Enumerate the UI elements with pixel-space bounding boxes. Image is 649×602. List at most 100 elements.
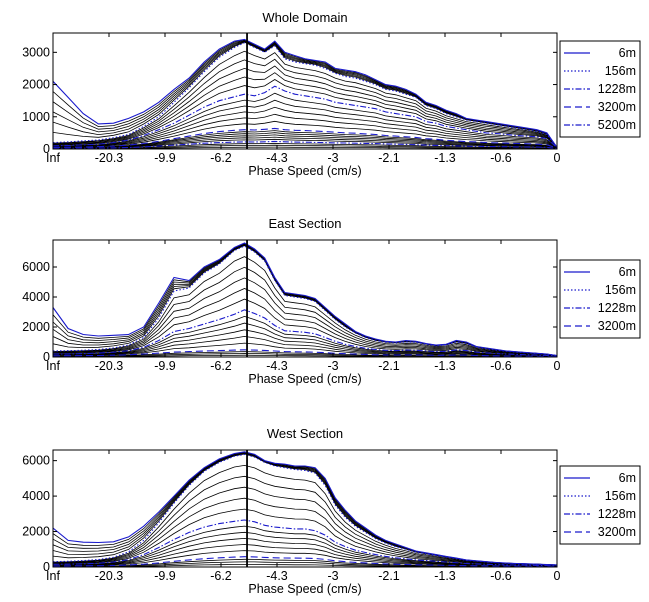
depth-curve [53, 79, 557, 148]
legend-label: 156m [605, 283, 636, 297]
x-tick-label: Inf [46, 359, 60, 373]
x-tick-label: 0 [554, 151, 561, 165]
y-tick-label: 6000 [22, 454, 50, 468]
y-tick-label: 6000 [22, 260, 50, 274]
depth-curve [53, 146, 557, 149]
legend-label: 6m [619, 471, 636, 485]
depth-curve [53, 132, 557, 149]
x-tick-label: -20.3 [95, 151, 124, 165]
y-tick-label: 2000 [22, 78, 50, 92]
x-axis-label: Phase Speed (cm/s) [248, 164, 361, 178]
x-tick-label: -3 [327, 151, 338, 165]
x-tick-label: -6.2 [210, 359, 232, 373]
chart-title: Whole Domain [262, 10, 347, 25]
legend: 6m 156m 1228m 3200m [559, 259, 641, 339]
x-tick-label: -1.3 [434, 151, 456, 165]
y-tick-label: 0 [43, 142, 50, 156]
series-line-156m [53, 245, 557, 357]
series-line-6m [53, 38, 557, 148]
x-tick-label: -20.3 [95, 359, 124, 373]
x-tick-label: -3 [327, 359, 338, 373]
depth-curve [53, 475, 557, 566]
depth-curve [53, 134, 557, 149]
x-tick-label: -3 [327, 569, 338, 583]
series-line-1228m [53, 85, 557, 149]
x-tick-label: -1.3 [434, 359, 456, 373]
depth-curve [53, 298, 557, 357]
legend-label: 156m [605, 489, 636, 503]
x-tick-label: -0.6 [490, 151, 512, 165]
panel-1: Whole Domain 0 1000 2000 3000 Inf -20.3 -9.9 -6.… [22, 10, 641, 178]
x-tick-label: -6.2 [210, 151, 232, 165]
depth-curve [53, 525, 557, 567]
legend-label: 3200m [598, 525, 636, 539]
depth-curve [53, 266, 557, 357]
depth-curve [53, 322, 557, 357]
legend-box [559, 259, 641, 339]
x-tick-label: -6.2 [210, 569, 232, 583]
series-line-6m [53, 242, 557, 357]
depth-curve [53, 58, 557, 148]
depth-curve [53, 142, 557, 149]
y-tick-label: 0 [43, 350, 50, 364]
depth-curve [53, 144, 557, 149]
depth-curve [53, 50, 557, 148]
x-tick-label: 0 [554, 569, 561, 583]
chart-title: West Section [267, 426, 343, 441]
x-tick-label: Inf [46, 569, 60, 583]
depth-curve [53, 486, 557, 566]
x-tick-label: -4.3 [266, 569, 288, 583]
legend-label: 3200m [598, 319, 636, 333]
depth-curve [53, 329, 557, 357]
x-tick-label: -9.9 [154, 569, 176, 583]
axes-box [52, 449, 558, 568]
depth-curve [53, 92, 557, 149]
depth-curve [53, 39, 557, 148]
axes-box [52, 239, 558, 358]
depth-curve [53, 136, 557, 149]
depth-curve [53, 277, 557, 357]
plot-area [53, 240, 557, 357]
legend-label: 6m [619, 46, 636, 60]
depth-curve [53, 130, 557, 149]
depth-curve [53, 72, 557, 148]
plot-area [53, 33, 557, 149]
series-line-5200m [53, 140, 557, 149]
depth-curve [53, 335, 557, 357]
depth-curve [53, 106, 557, 149]
depth-curve [53, 464, 557, 566]
series-line-6m [53, 451, 557, 566]
x-tick-label: -20.3 [95, 569, 124, 583]
x-tick-label: -0.6 [490, 569, 512, 583]
depth-curve [53, 41, 557, 148]
legend-label: 5200m [598, 118, 636, 132]
x-axis-label: Phase Speed (cm/s) [248, 372, 361, 386]
depth-curve [53, 120, 557, 149]
y-tick-label: 4000 [22, 290, 50, 304]
depth-curve [53, 113, 557, 149]
plot-area [53, 450, 557, 567]
x-tick-label: -9.9 [154, 151, 176, 165]
y-tick-label: 2000 [22, 525, 50, 539]
depth-curve [53, 256, 557, 357]
y-tick-label: 2000 [22, 320, 50, 334]
x-tick-label: -2.1 [378, 359, 400, 373]
legend: 6m 156m 1228m 3200m 5200m [559, 40, 641, 138]
y-tick-label: 3000 [22, 45, 50, 59]
depth-curve [53, 288, 557, 357]
legend-label: 1228m [598, 301, 636, 315]
depth-curve [53, 99, 557, 149]
x-tick-label: -9.9 [154, 359, 176, 373]
legend-label: 6m [619, 265, 636, 279]
x-axis-label: Phase Speed (cm/s) [248, 582, 361, 596]
legend-label: 156m [605, 64, 636, 78]
x-tick-label: Inf [46, 151, 60, 165]
panel-2: East Section 0 2000 4000 6000 Inf -20.3 -9.9 -6.… [22, 216, 641, 386]
series-line-1228m [53, 519, 557, 567]
chart-title: East Section [269, 216, 342, 231]
axes-box [52, 32, 558, 150]
x-tick-label: -4.3 [266, 151, 288, 165]
series-line-3200m [53, 127, 557, 149]
legend-label: 3200m [598, 100, 636, 114]
depth-curve [53, 65, 557, 148]
